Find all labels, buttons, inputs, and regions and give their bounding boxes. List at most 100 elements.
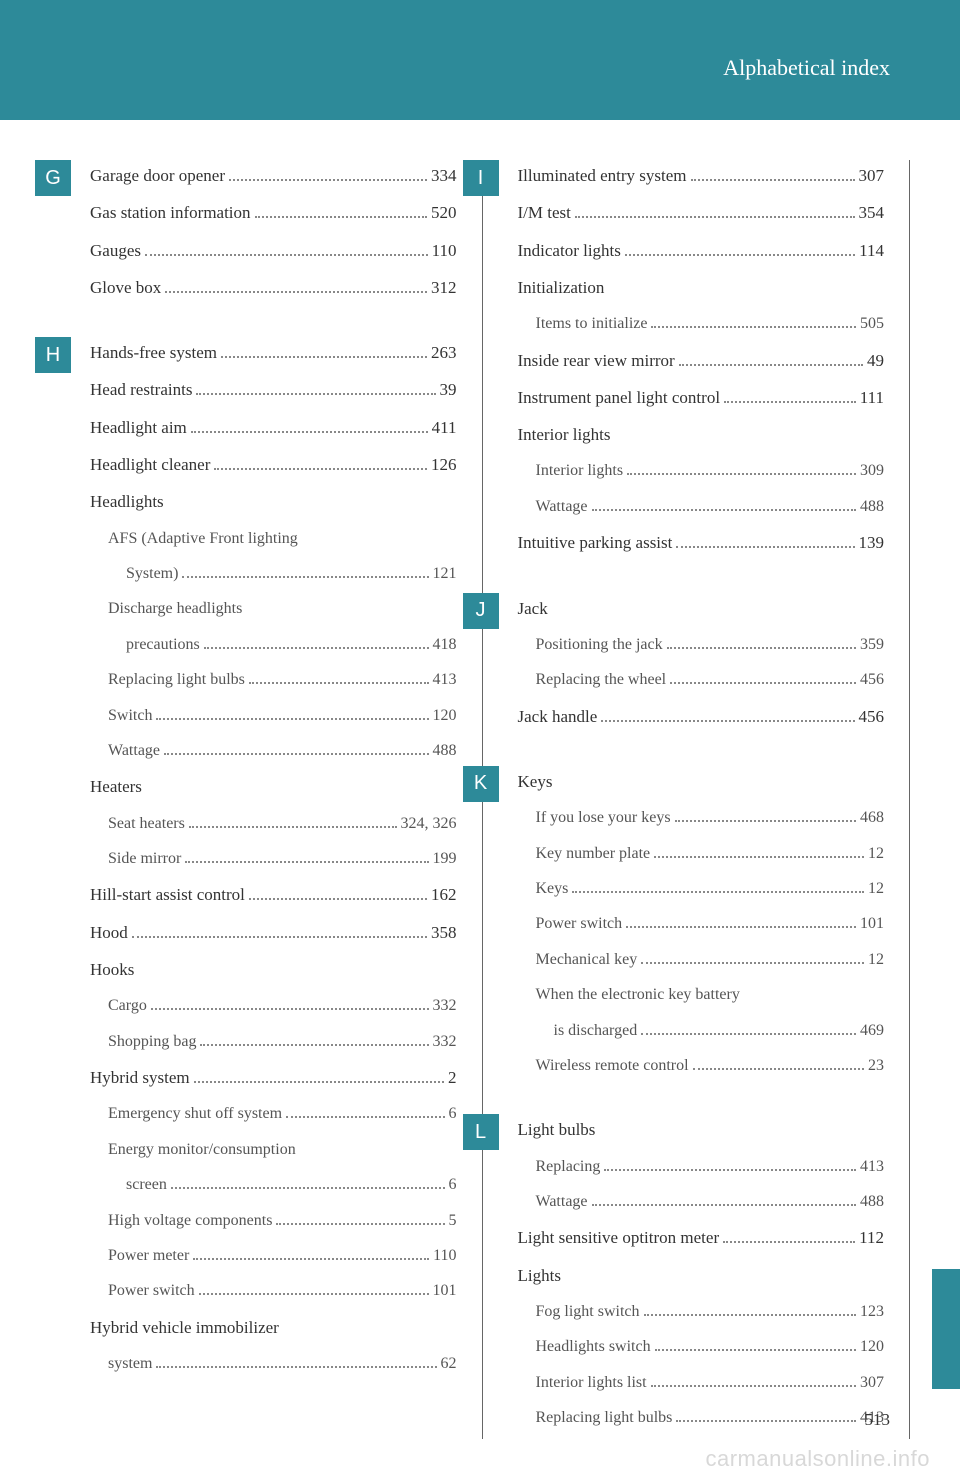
index-entry: Hands-free system263: [90, 337, 457, 369]
leader-dots: [641, 1033, 856, 1035]
entry-label: Illuminated entry system: [518, 160, 687, 192]
leader-dots: [675, 820, 856, 822]
entry-label: When the electronic key battery: [536, 980, 740, 1010]
entry-label: Power switch: [108, 1276, 195, 1306]
index-entry: Gas station information520: [90, 197, 457, 229]
side-tab: [932, 1269, 960, 1389]
entry-label: Head restraints: [90, 374, 192, 406]
entry-page: 334: [431, 160, 457, 192]
entry-label: Heaters: [90, 771, 142, 803]
index-entry: Replacing light bulbs413: [90, 665, 457, 695]
entry-label: High voltage components: [108, 1206, 272, 1236]
leader-dots: [156, 1366, 436, 1368]
entry-page: 469: [860, 1016, 884, 1046]
entry-label: Jack: [518, 593, 548, 625]
index-entry: I/M test354: [518, 197, 885, 229]
index-entry: Light sensitive optitron meter112: [518, 1222, 885, 1254]
entry-label: Wattage: [536, 1187, 588, 1217]
entry-page: 418: [433, 630, 457, 660]
entry-label: Lights: [518, 1260, 561, 1292]
index-entry: precautions418: [90, 630, 457, 660]
entry-page: 110: [433, 1241, 456, 1271]
entry-page: 307: [859, 160, 885, 192]
entry-label: Headlight cleaner: [90, 449, 210, 481]
leader-dots: [200, 1044, 428, 1046]
leader-dots: [132, 936, 427, 938]
leader-dots: [286, 1116, 444, 1118]
leader-dots: [641, 962, 864, 964]
letter-badge-l: L: [463, 1114, 499, 1150]
index-entry: Replacing413: [518, 1152, 885, 1182]
entry-page: 324, 326: [401, 809, 457, 839]
index-entry: Wattage488: [518, 1187, 885, 1217]
leader-dots: [575, 216, 855, 218]
leader-dots: [204, 647, 429, 649]
leader-dots: [229, 179, 427, 181]
leader-dots: [165, 291, 427, 293]
entry-label: Items to initialize: [536, 309, 648, 339]
entry-page: 139: [859, 527, 885, 559]
leader-dots: [627, 473, 856, 475]
index-entry: Cargo 332: [90, 991, 457, 1021]
entry-page: 12: [868, 945, 884, 975]
entry-page: 332: [433, 991, 457, 1021]
index-entry: is discharged469: [518, 1016, 885, 1046]
index-entry: Headlight cleaner 126: [90, 449, 457, 481]
leader-dots: [249, 682, 429, 684]
entry-page: 123: [860, 1297, 884, 1327]
index-section-j: JJackPositioning the jack359Replacing th…: [518, 593, 885, 733]
entry-page: 411: [432, 412, 457, 444]
entry-label: Replacing light bulbs: [536, 1403, 673, 1433]
leader-dots: [654, 856, 864, 858]
index-entry: If you lose your keys468: [518, 803, 885, 833]
entry-label: Cargo: [108, 991, 147, 1021]
entry-label: Fog light switch: [536, 1297, 640, 1327]
index-entry: Mechanical key12: [518, 945, 885, 975]
index-entry: Lights: [518, 1260, 885, 1292]
index-entry: AFS (Adaptive Front lighting: [90, 524, 457, 554]
index-entry: Key number plate12: [518, 839, 885, 869]
index-entry: screen6: [90, 1170, 457, 1200]
entry-page: 101: [860, 909, 884, 939]
index-entry: Keys12: [518, 874, 885, 904]
entry-label: Instrument panel light control: [518, 382, 721, 414]
index-entry: Seat heaters324, 326: [90, 809, 457, 839]
entry-page: 101: [433, 1276, 457, 1306]
letter-badge-g: G: [35, 160, 71, 196]
index-entry: Jack handle456: [518, 701, 885, 733]
index-entry: Hybrid system2: [90, 1062, 457, 1094]
entry-label: Emergency shut off system: [108, 1099, 282, 1129]
index-entry: Keys: [518, 766, 885, 798]
leader-dots: [199, 1293, 429, 1295]
index-entry: System)121: [90, 559, 457, 589]
entry-label: Replacing the wheel: [536, 665, 667, 695]
entry-label: Energy monitor/consumption: [108, 1135, 296, 1165]
leader-dots: [679, 364, 863, 366]
leader-dots: [145, 254, 428, 256]
entry-label: I/M test: [518, 197, 571, 229]
entry-page: 359: [860, 630, 884, 660]
index-entry: Hybrid vehicle immobilizer: [90, 1312, 457, 1344]
entry-label: Positioning the jack: [536, 630, 663, 660]
index-entry: Wattage488: [518, 492, 885, 522]
entry-label: System): [126, 559, 178, 589]
leader-dots: [651, 326, 856, 328]
entry-page: 309: [860, 456, 884, 486]
entry-label: Headlights switch: [536, 1332, 651, 1362]
index-entry: Initialization: [518, 272, 885, 304]
entry-page: 199: [433, 844, 457, 874]
leader-dots: [592, 509, 856, 511]
entry-page: 12: [868, 839, 884, 869]
index-entry: Discharge headlights: [90, 594, 457, 624]
index-entry: Switch120: [90, 701, 457, 731]
entry-label: Intuitive parking assist: [518, 527, 673, 559]
index-section-g: GGarage door opener334Gas station inform…: [90, 160, 457, 304]
entry-page: 358: [431, 917, 457, 949]
index-entry: Jack: [518, 593, 885, 625]
index-entry: Headlight aim411: [90, 412, 457, 444]
entry-page: 126: [431, 449, 457, 481]
entry-label: Wattage: [108, 736, 160, 766]
entry-label: Inside rear view mirror: [518, 345, 675, 377]
entry-label: Interior lights list: [536, 1368, 647, 1398]
leader-dots: [676, 1420, 856, 1422]
